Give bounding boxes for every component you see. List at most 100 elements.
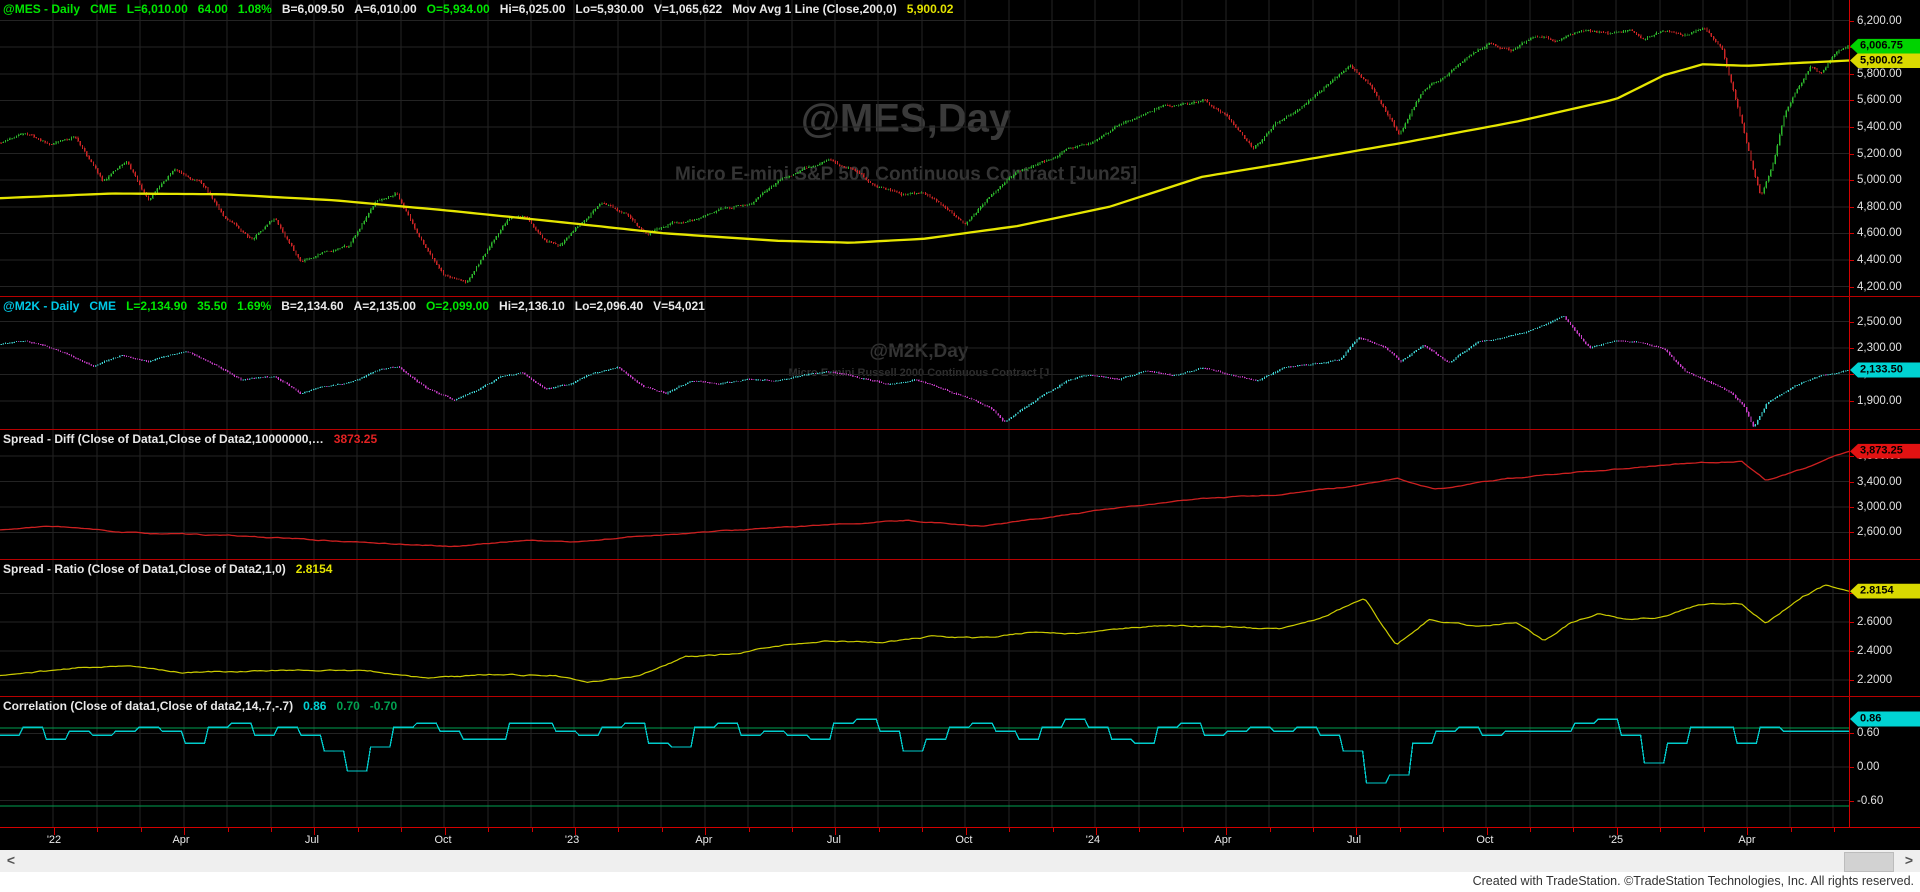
price-tick-mark — [1850, 400, 1854, 402]
time-tick-mark — [1660, 828, 1662, 832]
scroll-left-button[interactable]: < — [6, 852, 16, 868]
time-axis[interactable]: '22 Apr Jul Oct '23 Apr Jul Oct '24 Apr Jul Oct '25 A… — [0, 827, 1920, 851]
price-tick-mark — [1850, 286, 1854, 288]
price-tick-mark — [1850, 481, 1854, 483]
time-tick-mark — [227, 828, 229, 832]
price-tick-mark — [1850, 206, 1854, 208]
header-field: Hi=2,136.10 — [499, 299, 565, 313]
price-badge-spread-ratio: 2.8154 — [1850, 583, 1920, 599]
time-tick-mark — [531, 828, 533, 832]
price-tick-label: 1,900.00 — [1857, 394, 1902, 407]
price-badge-correlation: 0.86 — [1850, 711, 1920, 727]
time-tick-mark — [1095, 828, 1097, 835]
price-tick-mark — [1850, 153, 1854, 155]
price-tick-mark — [1850, 622, 1854, 624]
scrollbar-thumb[interactable] — [1844, 852, 1894, 872]
header-field: L=2,134.90 — [126, 299, 188, 313]
time-tick-mark — [1790, 828, 1792, 832]
header-field: A=6,010.00 — [354, 2, 417, 16]
time-tick-mark — [184, 828, 186, 835]
price-tick-label: 5,600.00 — [1857, 94, 1902, 107]
price-tick-mark — [1850, 374, 1854, 376]
price-badge-mes: 6,006.75 — [1850, 38, 1920, 54]
price-tick-mark — [1850, 127, 1854, 129]
price-axis[interactable]: 6,200.006,000.005,800.005,600.005,400.00… — [1849, 0, 1920, 827]
header-field: -0.70 — [369, 699, 398, 713]
price-tick-label: 5,800.00 — [1857, 67, 1902, 80]
time-tick-mark — [965, 828, 967, 835]
time-tick-mark — [1486, 828, 1488, 835]
time-tick-mark — [271, 828, 273, 832]
price-tick-mark — [1850, 593, 1854, 595]
price-tick-mark — [1850, 767, 1854, 768]
price-tick-label: 2.2000 — [1857, 673, 1893, 686]
header-field: 64.00 — [197, 2, 228, 16]
header-field: A=2,135.00 — [353, 299, 416, 313]
header-field: 5,900.02 — [906, 2, 954, 16]
panel-correlation[interactable]: Correlation (Close of data1,Close of dat… — [0, 697, 1849, 827]
price-tick-label: 6,200.00 — [1857, 14, 1902, 27]
horizontal-scrollbar[interactable]: < > — [0, 850, 1920, 872]
panel-spread-ratio[interactable]: Spread - Ratio (Close of Data1,Close of … — [0, 560, 1849, 697]
header-field: Lo=2,096.40 — [574, 299, 644, 313]
panel-m2k[interactable]: @M2K,Day Micro E-mini Russell 2000 Contin… — [0, 297, 1849, 430]
header-field: B=6,009.50 — [281, 2, 345, 16]
header-field: 0.86 — [303, 699, 327, 713]
price-tick-mark — [1850, 800, 1854, 802]
price-tick-mark — [1850, 100, 1854, 102]
time-tick-mark — [792, 828, 794, 832]
panel-mes[interactable]: @MES,Day Micro E-mini S&P 500 Continuous … — [0, 0, 1849, 297]
price-tick-mark — [1850, 651, 1854, 653]
price-tick-mark — [1850, 73, 1854, 75]
header-field: Spread - Diff (Close of Data1,Close of D… — [3, 432, 324, 446]
time-tick-label: Oct — [955, 834, 973, 846]
time-tick-label: Apr — [172, 834, 190, 846]
header-field: B=2,134.60 — [281, 299, 344, 313]
time-tick-label: Oct — [434, 834, 452, 846]
price-badge-spread-diff: 3,873.25 — [1850, 443, 1920, 459]
panel-spread-diff[interactable]: Spread - Diff (Close of Data1,Close of D… — [0, 430, 1849, 560]
price-tick-label: 5,200.00 — [1857, 147, 1902, 160]
time-tick-label: '23 — [564, 834, 580, 846]
price-tick-mark — [1850, 348, 1854, 349]
header-field: 2.8154 — [295, 562, 333, 576]
price-tick-label: 2,500.00 — [1857, 315, 1902, 328]
header-field: Lo=5,930.00 — [575, 2, 644, 16]
time-tick-mark — [1747, 828, 1749, 835]
price-tick-label: 2,600.00 — [1857, 526, 1902, 539]
header-field: 35.50 — [197, 299, 228, 313]
chart-area: @MES,Day Micro E-mini S&P 500 Continuous … — [0, 0, 1920, 827]
price-tick-label: 4,400.00 — [1857, 254, 1902, 267]
header-field: Spread - Ratio (Close of Data1,Close of … — [3, 562, 286, 576]
time-tick-mark — [97, 828, 99, 832]
header-field: V=1,065,622 — [653, 2, 723, 16]
price-tick-mark — [1850, 456, 1854, 458]
price-tick-mark — [1850, 180, 1854, 182]
price-tick-label: 4,800.00 — [1857, 200, 1902, 213]
time-tick-mark — [1399, 828, 1401, 832]
panel-header-mes: @MES - Daily CME L=6,010.00 64.00 1.08% B=6,0… — [3, 2, 963, 16]
price-tick-label: -0.60 — [1857, 794, 1884, 807]
time-tick-mark — [444, 828, 446, 835]
time-tick-mark — [1573, 828, 1575, 832]
price-badge-m2k: 2,133.50 — [1850, 362, 1920, 378]
time-tick-mark — [357, 828, 359, 832]
time-tick-mark — [574, 828, 576, 835]
price-tick-mark — [1850, 507, 1854, 508]
time-tick-mark — [705, 828, 707, 835]
scroll-right-button[interactable]: > — [1904, 852, 1914, 868]
time-tick-label: '24 — [1085, 834, 1101, 846]
time-tick-mark — [140, 828, 142, 832]
time-tick-label: Oct — [1476, 834, 1494, 846]
time-tick-mark — [1139, 828, 1141, 832]
price-tick-label: 4,600.00 — [1857, 227, 1902, 240]
header-field: 1.08% — [237, 2, 272, 16]
time-tick-mark — [1313, 828, 1314, 832]
time-tick-mark — [1703, 828, 1705, 832]
header-field: Correlation (Close of data1,Close of dat… — [3, 699, 294, 713]
time-tick-mark — [748, 828, 750, 832]
time-tick-mark — [401, 828, 403, 832]
panel-header-m2k: @M2K - Daily CME L=2,134.90 35.50 1.69% B=2,1… — [3, 299, 715, 313]
panel-header-spread-ratio: Spread - Ratio (Close of Data1,Close of … — [3, 562, 342, 576]
